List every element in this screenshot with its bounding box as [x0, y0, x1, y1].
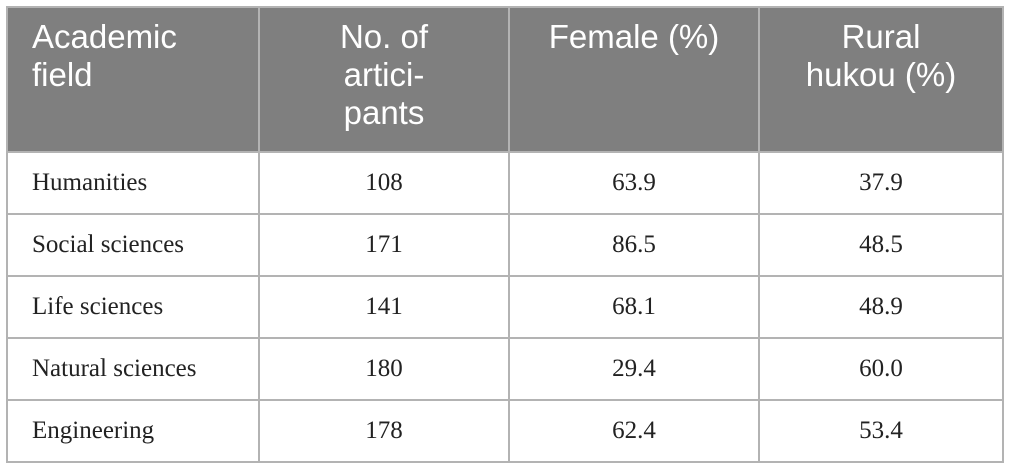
- table-row: Humanities 108 63.9 37.9: [6, 151, 1004, 215]
- cell-participants: 180: [258, 337, 510, 401]
- header-rural-hukou: Rural hukou (%): [758, 6, 1004, 153]
- header-row: Academic field No. of artici- pants Fema…: [6, 6, 1004, 153]
- cell-rural-hukou: 48.5: [758, 213, 1004, 277]
- cell-rural-hukou: 53.4: [758, 399, 1004, 463]
- cell-participants: 141: [258, 275, 510, 339]
- cell-field: Engineering: [6, 399, 260, 463]
- cell-rural-hukou: 60.0: [758, 337, 1004, 401]
- table-row: Life sciences 141 68.1 48.9: [6, 275, 1004, 339]
- cell-female: 63.9: [508, 151, 760, 215]
- cell-field: Life sciences: [6, 275, 260, 339]
- table-row: Social sciences 171 86.5 48.5: [6, 213, 1004, 277]
- header-academic-field: Academic field: [6, 6, 260, 153]
- table-row: Natural sciences 180 29.4 60.0: [6, 337, 1004, 401]
- header-rural-hukou-label: Rural hukou (%): [805, 18, 957, 93]
- cell-female: 86.5: [508, 213, 760, 277]
- cell-rural-hukou: 37.9: [758, 151, 1004, 215]
- header-participants-label: No. of artici- pants: [339, 18, 429, 131]
- data-table: Academic field No. of artici- pants Fema…: [6, 6, 1004, 463]
- cell-female: 68.1: [508, 275, 760, 339]
- header-female: Female (%): [508, 6, 760, 153]
- cell-field: Humanities: [6, 151, 260, 215]
- cell-female: 62.4: [508, 399, 760, 463]
- header-participants: No. of artici- pants: [258, 6, 510, 153]
- cell-participants: 171: [258, 213, 510, 277]
- cell-participants: 178: [258, 399, 510, 463]
- table-row: Engineering 178 62.4 53.4: [6, 399, 1004, 463]
- cell-field: Social sciences: [6, 213, 260, 277]
- cell-field: Natural sciences: [6, 337, 260, 401]
- cell-female: 29.4: [508, 337, 760, 401]
- cell-participants: 108: [258, 151, 510, 215]
- header-female-label: Female (%): [548, 18, 720, 55]
- cell-rural-hukou: 48.9: [758, 275, 1004, 339]
- header-academic-field-label: Academic field: [32, 18, 177, 93]
